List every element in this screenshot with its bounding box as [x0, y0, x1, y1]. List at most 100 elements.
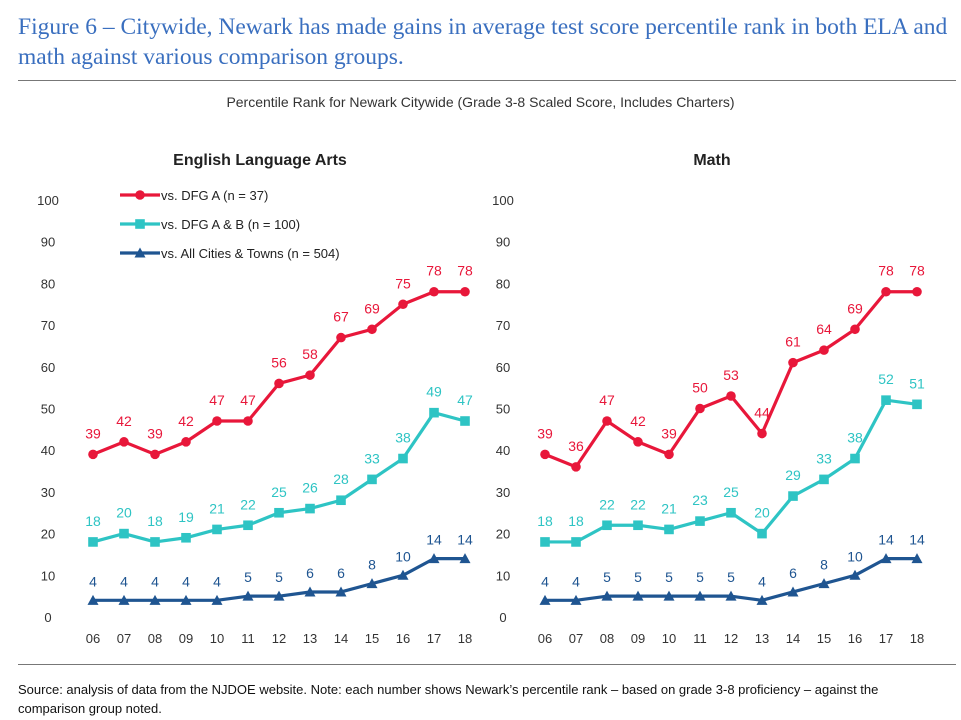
y-tick-label: 80 [496, 276, 510, 291]
data-label: 44 [754, 405, 770, 421]
data-label: 33 [816, 450, 832, 466]
data-point [912, 286, 922, 297]
legend-marker [134, 247, 146, 258]
data-point [788, 357, 798, 368]
data-point [181, 532, 191, 543]
data-label: 28 [333, 471, 349, 487]
y-tick-label: 100 [37, 193, 59, 208]
y-tick-label: 40 [496, 443, 510, 458]
data-label: 19 [178, 509, 194, 525]
data-label: 5 [665, 569, 673, 585]
y-tick-label: 30 [41, 485, 55, 500]
data-label: 58 [302, 346, 318, 362]
data-point [243, 520, 253, 531]
data-point [429, 407, 439, 418]
data-label: 78 [426, 263, 442, 279]
data-point [429, 286, 439, 297]
data-point [850, 453, 860, 464]
data-label: 8 [820, 557, 828, 573]
data-label: 4 [120, 573, 128, 589]
x-tick-label: 13 [755, 631, 769, 646]
y-tick-label: 90 [41, 235, 55, 250]
y-tick-label: 90 [496, 235, 510, 250]
data-point [912, 399, 922, 410]
x-tick-label: 12 [724, 631, 738, 646]
data-label: 39 [661, 425, 677, 441]
data-label: 64 [816, 321, 832, 337]
data-point [632, 590, 644, 601]
data-label: 5 [634, 569, 642, 585]
figure-title: Figure 6 – Citywide, Newark has made gai… [18, 14, 948, 70]
legend-label: vs. DFG A & B (n = 100) [161, 217, 300, 232]
x-tick-label: 10 [662, 631, 676, 646]
x-tick-label: 17 [427, 631, 441, 646]
data-point [726, 507, 736, 518]
data-label: 61 [785, 334, 801, 350]
data-label: 8 [368, 557, 376, 573]
data-label: 52 [878, 371, 894, 387]
data-point [664, 524, 674, 535]
data-point [633, 520, 643, 531]
data-point [571, 462, 581, 472]
panel-title-math: Math [693, 152, 730, 169]
data-point [149, 594, 161, 605]
data-label: 14 [426, 532, 442, 548]
data-point [150, 537, 160, 547]
data-point [788, 491, 798, 501]
data-point [336, 495, 346, 506]
data-label: 38 [395, 430, 411, 446]
x-tick-label: 08 [148, 631, 162, 646]
data-label: 42 [630, 413, 646, 429]
x-tick-label: 17 [879, 631, 893, 646]
data-label: 5 [696, 569, 704, 585]
data-label: 78 [457, 263, 473, 279]
x-tick-label: 11 [241, 631, 255, 646]
data-label: 53 [723, 367, 739, 383]
data-point [757, 528, 767, 539]
data-label: 56 [271, 354, 287, 370]
data-point [633, 437, 643, 447]
x-tick-label: 10 [210, 631, 224, 646]
chart-subtitle: Percentile Rank for Newark Citywide (Gra… [226, 94, 735, 110]
data-label: 23 [692, 492, 708, 508]
legend-marker [135, 219, 145, 229]
data-label: 26 [302, 480, 318, 496]
y-tick-label: 100 [492, 193, 514, 208]
data-label: 39 [537, 425, 553, 441]
data-label: 10 [847, 548, 863, 564]
data-point [88, 449, 98, 460]
data-label: 47 [209, 392, 225, 408]
y-tick-label: 10 [41, 568, 55, 583]
x-tick-label: 15 [817, 631, 831, 646]
panel-title-ela: English Language Arts [173, 152, 347, 169]
data-label: 21 [209, 500, 225, 516]
data-point [540, 449, 550, 460]
data-point [911, 553, 923, 564]
legend-label: vs. All Cities & Towns (n = 504) [161, 246, 340, 261]
x-tick-label: 09 [631, 631, 645, 646]
data-label: 6 [306, 565, 314, 581]
data-point [819, 345, 829, 355]
x-tick-label: 12 [272, 631, 286, 646]
data-label: 75 [395, 275, 411, 291]
data-point [180, 594, 192, 605]
x-tick-label: 18 [458, 631, 472, 646]
data-point [88, 537, 98, 547]
data-point [460, 416, 470, 426]
y-tick-label: 10 [496, 568, 510, 583]
data-label: 18 [568, 513, 584, 529]
data-point [428, 553, 440, 564]
data-label: 50 [692, 380, 708, 396]
data-label: 42 [116, 413, 132, 429]
data-point [211, 594, 223, 605]
data-label: 5 [244, 569, 252, 585]
x-tick-label: 13 [303, 631, 317, 646]
x-tick-label: 11 [693, 631, 707, 646]
data-point [695, 403, 705, 414]
data-point [725, 590, 737, 601]
data-label: 36 [568, 438, 584, 454]
data-label: 22 [630, 496, 646, 512]
data-point [366, 578, 378, 589]
data-point [367, 474, 377, 485]
data-label: 4 [572, 573, 580, 589]
